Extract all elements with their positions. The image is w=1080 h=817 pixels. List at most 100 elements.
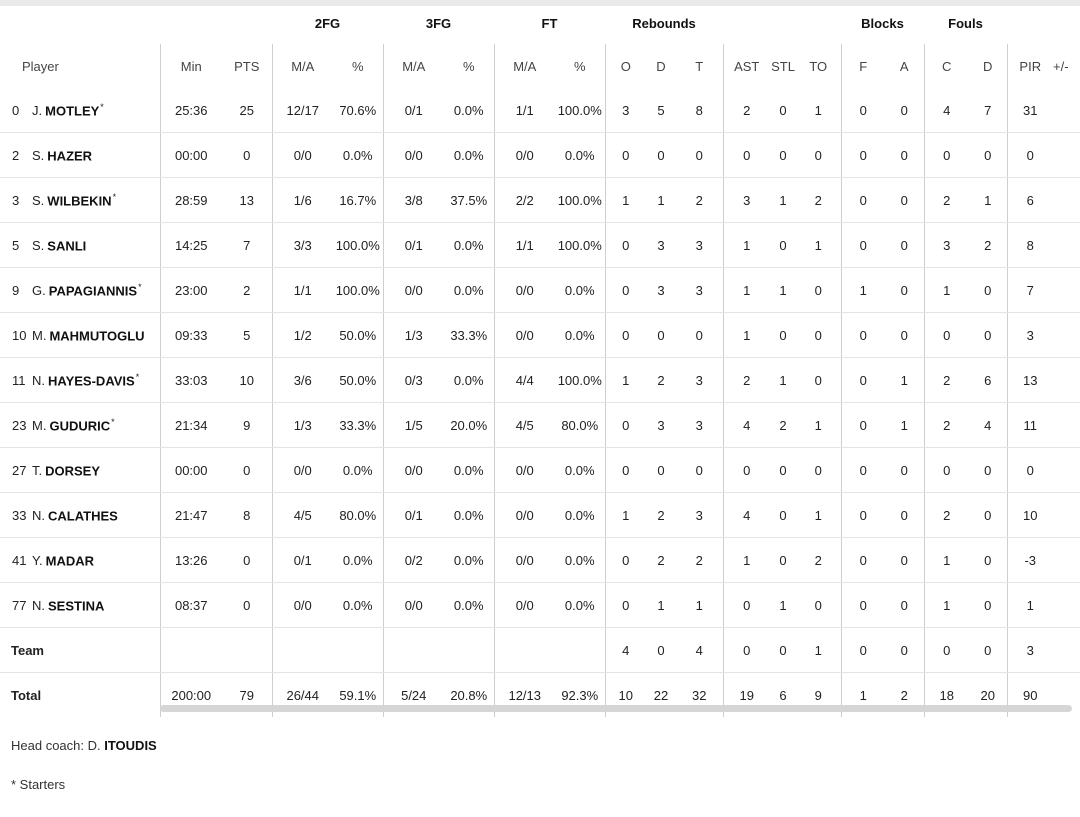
player-last-name[interactable]: HAYES-DAVIS: [48, 373, 135, 389]
cell-2fg-ma: 12/17: [271, 88, 333, 133]
cell-plus-minus: [1053, 177, 1080, 223]
cell-foul-c: 2: [923, 357, 969, 403]
cell-reb-d: 2: [646, 537, 676, 583]
cell-pts: 10: [222, 357, 272, 403]
cell-2fg-ma: 3/3: [271, 222, 333, 268]
cell-ast: 1: [722, 312, 770, 358]
cell-reb-t: 3: [676, 222, 723, 268]
cell-blk-f: 0: [840, 447, 885, 493]
player-last-name[interactable]: PAPAGIANNIS: [48, 283, 138, 299]
cell-pir: 3: [1006, 627, 1053, 673]
cell-reb-t: 0: [676, 132, 723, 178]
player-cell: 23 M. GUDURIC*: [0, 402, 160, 448]
cell-reb-t: 1: [676, 582, 723, 628]
cell-reb-o: 0: [604, 402, 646, 448]
cell-3fg-pct: 0.0%: [444, 267, 494, 313]
cell-min: 00:00: [159, 447, 222, 493]
cell-blk-a: 0: [885, 222, 924, 268]
cell-foul-c: 1: [923, 537, 969, 583]
cell-reb-o: 0: [604, 537, 646, 583]
cell-min: 14:25: [159, 222, 222, 268]
cell-reb-t: 0: [676, 447, 723, 493]
cell-2fg-ma: 1/3: [271, 402, 333, 448]
cell-to: 0: [796, 447, 841, 493]
cell-2fg-pct: 50.0%: [333, 357, 383, 403]
head-coach-name[interactable]: ITOUDIS: [104, 738, 157, 753]
player-cell: 0 J. MOTLEY*: [0, 88, 160, 133]
col-header-to: TO: [809, 58, 828, 74]
cell-3fg-pct: 0.0%: [444, 88, 494, 133]
cell-ft-pct: 0.0%: [555, 492, 605, 538]
cell-min: 00:00: [159, 132, 222, 178]
player-last-name[interactable]: MOTLEY: [45, 103, 100, 119]
starter-marker: *: [112, 191, 117, 202]
cell-ft-ma: 0/0: [493, 312, 555, 358]
cell-reb-d: 3: [646, 267, 676, 313]
cell-3fg-pct: 37.5%: [444, 177, 494, 223]
cell-reb-d: 3: [646, 402, 676, 448]
table-row: 2 S. HAZER 00:00 0 0/0 0.0% 0/0 0.0% 0/0 0…: [0, 132, 1080, 178]
cell-stl: 0: [770, 312, 796, 358]
cell-reb-d: 2: [646, 492, 676, 538]
jersey-number: 27: [12, 463, 27, 479]
player-last-name[interactable]: GUDURIC: [49, 418, 111, 434]
cell-min: 21:47: [159, 492, 222, 538]
cell-blk-f: 0: [840, 582, 885, 628]
player-last-name[interactable]: MAHMUTOGLU: [49, 328, 145, 344]
player-last-name[interactable]: SESTINA: [48, 598, 105, 614]
player-last-name[interactable]: CALATHES: [48, 508, 118, 524]
horizontal-scrollbar[interactable]: [160, 705, 1072, 712]
cell-plus-minus: [1053, 627, 1080, 673]
player-last-name[interactable]: DORSEY: [45, 463, 101, 479]
cell-pir: -3: [1006, 537, 1053, 583]
cell-reb-o: 0: [604, 447, 646, 493]
cell-plus-minus: [1053, 537, 1080, 583]
cell-3fg-pct: 0.0%: [444, 582, 494, 628]
cell-blk-f: 0: [840, 222, 885, 268]
cell-pir: 0: [1006, 132, 1053, 178]
cell-3fg-ma: 0/3: [382, 357, 444, 403]
col-header-3fg-ma: M/A: [382, 44, 444, 88]
cell-min: 28:59: [159, 177, 222, 223]
cell-3fg-ma: [382, 627, 444, 673]
jersey-number: 3: [12, 193, 20, 209]
cell-2fg-pct: 33.3%: [333, 402, 383, 448]
col-header-blk-f: F: [840, 44, 885, 88]
player-initial: M.: [32, 418, 47, 434]
col-header-pir: PIR: [1006, 44, 1053, 88]
cell-2fg-pct: 50.0%: [333, 312, 383, 358]
team-row-label: Team: [0, 627, 160, 673]
cell-foul-c: 0: [923, 627, 969, 673]
player-last-name[interactable]: SANLI: [47, 238, 87, 254]
cell-plus-minus: [1053, 88, 1080, 133]
cell-ft-ma: 0/0: [493, 447, 555, 493]
cell-pir: 11: [1006, 402, 1053, 448]
cell-to: 2: [796, 177, 841, 223]
cell-2fg-pct: 0.0%: [333, 582, 383, 628]
cell-reb-d: 0: [646, 447, 676, 493]
cell-pir: 8: [1006, 222, 1053, 268]
cell-min: 08:37: [159, 582, 222, 628]
player-last-name[interactable]: WILBEKIN: [47, 193, 112, 209]
group-header-fouls: Fouls: [948, 16, 983, 31]
cell-ft-ma: 0/0: [493, 582, 555, 628]
total-row-label: Total: [11, 687, 42, 703]
player-last-name[interactable]: MADAR: [45, 553, 94, 569]
cell-ast: 0: [722, 447, 770, 493]
cell-ft-pct: 100.0%: [555, 88, 605, 133]
table-row: 0 J. MOTLEY* 25:36 25 12/17 70.6% 0/1 0.0%…: [0, 88, 1080, 133]
cell-ft-pct: 0.0%: [555, 267, 605, 313]
cell-foul-c: 3: [923, 222, 969, 268]
cell-plus-minus: [1053, 357, 1080, 403]
cell-reb-d: 1: [646, 177, 676, 223]
cell-blk-a: 0: [885, 492, 924, 538]
cell-plus-minus: [1053, 312, 1080, 358]
cell-3fg-pct: 0.0%: [444, 132, 494, 178]
player-last-name[interactable]: HAZER: [47, 148, 93, 164]
cell-to: 1: [796, 402, 841, 448]
cell-stl: 0: [770, 222, 796, 268]
cell-2fg-ma: [271, 627, 333, 673]
col-header-plus-minus: +/-: [1053, 58, 1069, 74]
player-initial: M.: [32, 328, 47, 344]
cell-3fg-ma: 1/5: [382, 402, 444, 448]
